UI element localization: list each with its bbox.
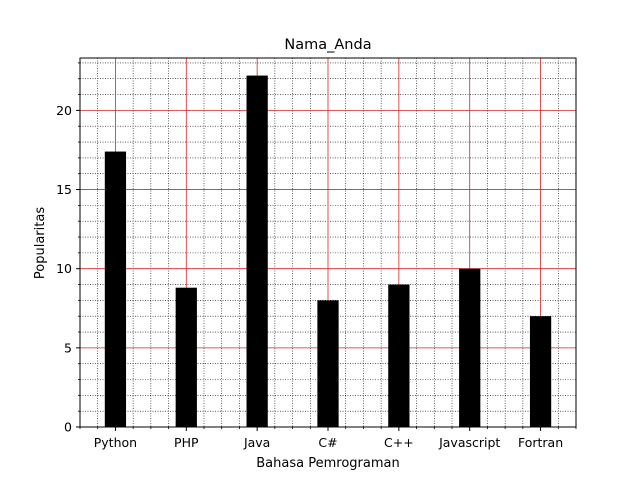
bar-c-	[388, 284, 410, 427]
y-tick-label: 5	[64, 340, 72, 355]
bar-javascript	[459, 268, 481, 427]
bars	[104, 75, 552, 428]
bar-python	[104, 151, 127, 428]
x-tick-label: Fortran	[518, 435, 563, 450]
y-axis-label: Popularitas	[33, 207, 48, 279]
y-tick-label: 20	[56, 103, 72, 118]
chart-title: Nama_Anda	[284, 37, 371, 53]
bar-php	[175, 287, 197, 427]
x-tick-label: C#	[318, 435, 337, 450]
bar-c-	[317, 300, 339, 427]
x-tick-label: C++	[384, 435, 414, 450]
y-tick-label: 0	[64, 420, 72, 435]
bar-java	[246, 75, 268, 428]
x-tick-label: PHP	[174, 435, 199, 450]
x-tick-label: Python	[94, 435, 137, 450]
x-tick-label: Javascript	[438, 435, 500, 450]
y-ticks: 0 5 10 15 20	[56, 62, 80, 435]
x-tick-label: Java	[243, 435, 270, 450]
bar-fortran	[529, 316, 552, 427]
y-tick-label: 10	[56, 261, 72, 276]
grid-lines	[79, 58, 577, 428]
y-tick-label: 15	[56, 182, 72, 197]
x-ticks: Python PHP Java C# C++ Javascript Fortran	[79, 427, 577, 450]
x-axis-label: Bahasa Pemrograman	[256, 456, 399, 471]
